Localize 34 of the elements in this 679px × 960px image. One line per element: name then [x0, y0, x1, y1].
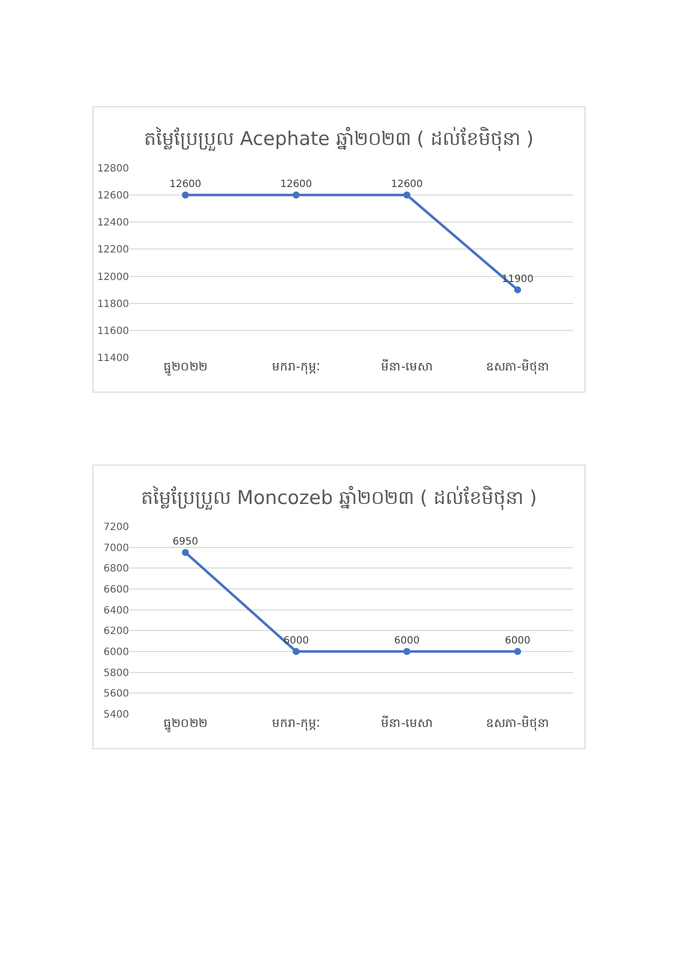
x-tick-label: មករា-កុម្ភៈ [272, 360, 320, 375]
data-label: 6950 [172, 536, 198, 548]
x-tick-label: ធ្នូ២០២២ [163, 360, 208, 377]
y-tick-label: 11400 [97, 353, 129, 364]
y-tick-label: 5400 [104, 710, 129, 721]
data-label: 12600 [390, 179, 423, 190]
x-tick-label: មករា-កុម្ភៈ [272, 716, 320, 732]
y-tick-label: 12200 [97, 244, 129, 256]
y-tick-label: 7000 [104, 542, 129, 554]
chart-title: តម្លៃប្រែប្រួល Acephate ឆ្នាំ២០២៣ ( ដល់ខែមិថុនា ) [144, 126, 534, 152]
y-tick-label: 12600 [97, 190, 129, 202]
x-tick-label: មីនា-មេសា [381, 358, 433, 374]
y-tick-label: 6600 [104, 584, 129, 596]
y-tick-label: 12000 [97, 272, 129, 283]
chart-title: តម្លៃប្រែប្រួល Moncozeb ឆ្នាំ២០២៣ ( ដល់ខែមិថុនា ) [141, 485, 537, 511]
x-tick-label: ធ្នូ២០២២ [163, 716, 208, 734]
y-tick-label: 12400 [97, 218, 129, 229]
y-tick-label: 5600 [104, 688, 129, 700]
y-tick-label: 12800 [97, 163, 129, 174]
x-tick-label: ឧសភា-មិថុនា [486, 358, 550, 375]
x-tick-label: ឧសភា-មិថុនា [486, 715, 550, 732]
y-tick-label: 6800 [104, 564, 129, 575]
x-tick-label: មីនា-មេសា [381, 715, 433, 730]
data-label: 6000 [394, 636, 420, 647]
y-tick-label: 11800 [97, 298, 129, 310]
y-tick-label: 11600 [97, 326, 129, 337]
y-tick-label: 6200 [104, 626, 129, 638]
data-label: 12600 [280, 179, 312, 190]
y-tick-label: 6400 [104, 605, 129, 616]
data-label: 6000 [504, 636, 530, 647]
y-tick-label: 7200 [104, 522, 129, 533]
y-tick-label: 6000 [104, 646, 129, 658]
data-label: 12600 [169, 179, 202, 190]
y-tick-label: 5800 [104, 668, 129, 679]
